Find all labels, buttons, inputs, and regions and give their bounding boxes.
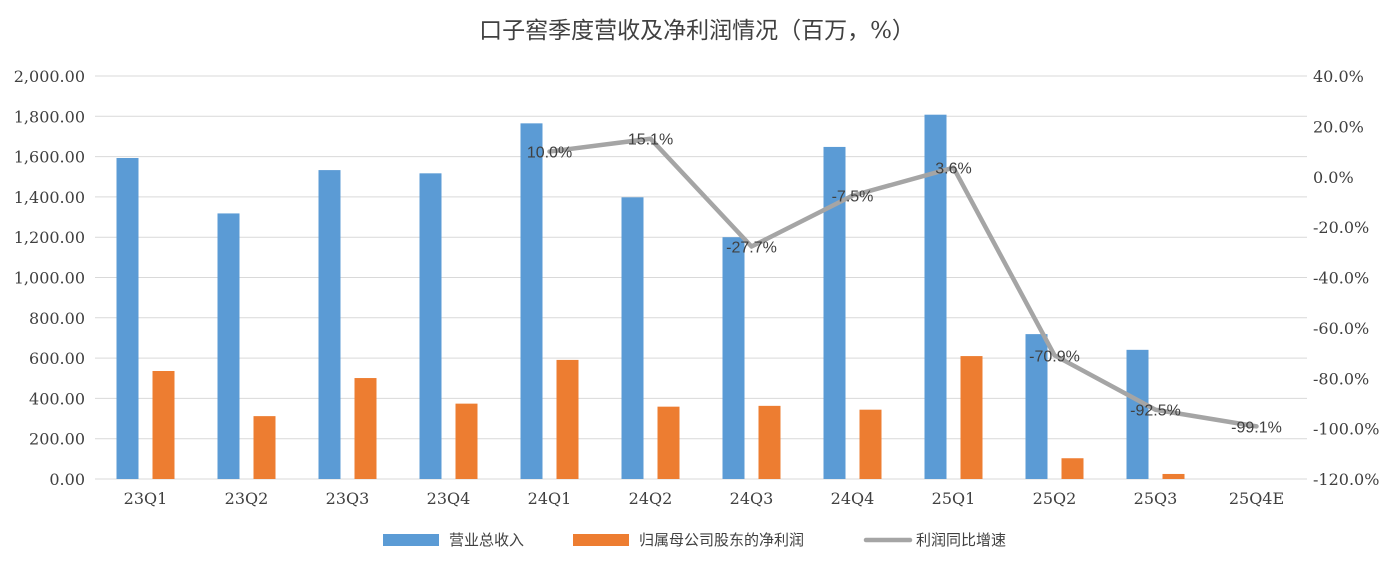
net-profit-bar (152, 370, 175, 479)
legend: 营业总收入 归属母公司股东的净利润 利润同比增速 (383, 531, 1006, 549)
legend-swatch (573, 534, 629, 546)
right-tick-label: -60.0% (1313, 319, 1369, 338)
category-label: 25Q2 (1033, 489, 1077, 508)
right-y-axis: -120.0% -100.0% -80.0% -60.0% -40.0% -20.0% 0.… (1313, 67, 1379, 489)
growth-rate-label: 3.6% (935, 161, 971, 178)
right-tick-label: -80.0% (1313, 369, 1369, 388)
category-label: 24Q3 (730, 489, 774, 508)
net-profit-bar (354, 378, 377, 479)
revenue-bar (924, 114, 947, 480)
growth-rate-label: 15.1% (628, 132, 673, 149)
net-profit-bar (1061, 458, 1084, 479)
revenue-bar (823, 146, 846, 480)
growth-rate-label: -7.5% (832, 189, 874, 206)
x-axis: 23Q1 23Q2 23Q3 23Q4 24Q1 24Q2 24Q3 24Q4 25Q1 25Q2… (95, 478, 1307, 508)
growth-rate-label: -70.9% (1029, 348, 1080, 365)
right-tick-label: 0.0% (1313, 168, 1354, 187)
category-label: 23Q1 (124, 489, 168, 508)
left-tick-label: 400.00 (29, 389, 85, 408)
net-profit-bar (253, 416, 276, 479)
growth-rate-label: -27.7% (726, 240, 777, 257)
category-label: 23Q4 (427, 489, 471, 508)
left-tick-label: 1,600.00 (14, 148, 85, 167)
chart-title: 口子窖季度营收及净利润情况（百万，%） (479, 18, 915, 44)
revenue-bar (1126, 349, 1149, 479)
legend-label: 营业总收入 (449, 531, 524, 549)
revenue-bar (419, 173, 442, 479)
revenue-bar (1025, 334, 1048, 479)
category-label: 24Q1 (528, 489, 572, 508)
gridlines (95, 75, 1307, 480)
left-tick-label: 1,200.00 (14, 228, 85, 247)
data-labels: 10.0% 15.1% -27.7% -7.5% 3.6% -70.9% -92.5% -99… (527, 132, 1282, 437)
category-label: 24Q2 (629, 489, 673, 508)
left-tick-label: 600.00 (29, 349, 85, 368)
net-profit-bar (1162, 473, 1185, 479)
net-profit-bar (657, 406, 680, 479)
revenue-bar (116, 158, 139, 479)
legend-label: 利润同比增速 (916, 531, 1006, 549)
revenue-bar (217, 213, 240, 479)
right-tick-label: -120.0% (1313, 470, 1379, 489)
right-tick-label: 40.0% (1313, 67, 1364, 86)
legend-swatch (383, 534, 439, 546)
right-tick-label: -40.0% (1313, 269, 1369, 288)
revenue-bar (318, 170, 341, 479)
net-profit-bar (859, 409, 882, 479)
net-profit-bar (758, 405, 781, 479)
growth-rate-label: 10.0% (527, 145, 572, 162)
growth-rate-line (547, 136, 1259, 429)
left-tick-label: 1,400.00 (14, 188, 85, 207)
category-label: 23Q3 (326, 489, 370, 508)
net-profit-bar (455, 403, 478, 479)
left-tick-label: 200.00 (29, 430, 85, 449)
left-y-axis: 0.00 200.00 400.00 600.00 800.00 1,000.00 1,20… (14, 67, 85, 489)
revenue-bar (520, 123, 543, 479)
right-tick-label: -100.0% (1313, 420, 1379, 439)
legend-label: 归属母公司股东的净利润 (639, 531, 804, 549)
category-label: 25Q4E (1229, 489, 1284, 508)
left-tick-label: 1,000.00 (14, 269, 85, 288)
right-tick-label: 20.0% (1313, 117, 1364, 136)
revenue-bar (722, 237, 745, 479)
category-label: 24Q4 (831, 489, 875, 508)
growth-line (547, 136, 1259, 429)
bars (116, 114, 1185, 480)
net-profit-bar (556, 359, 579, 479)
growth-rate-label: -92.5% (1130, 403, 1181, 420)
left-tick-label: 0.00 (49, 470, 85, 489)
right-tick-label: -20.0% (1313, 218, 1369, 237)
category-label: 25Q3 (1134, 489, 1178, 508)
left-tick-label: 2,000.00 (14, 67, 85, 86)
category-label: 23Q2 (225, 489, 269, 508)
revenue-bar (621, 197, 644, 480)
left-tick-label: 1,800.00 (14, 107, 85, 126)
growth-rate-label: -99.1% (1231, 419, 1282, 436)
left-tick-label: 800.00 (29, 309, 85, 328)
net-profit-bar (960, 356, 983, 479)
category-label: 25Q1 (932, 489, 976, 508)
